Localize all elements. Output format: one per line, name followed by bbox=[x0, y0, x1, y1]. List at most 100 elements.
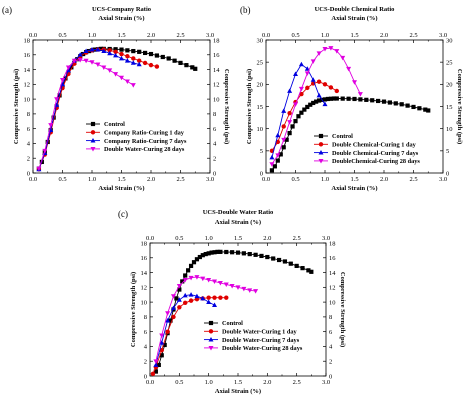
legend-marker bbox=[208, 329, 214, 334]
x-tick-label: 0.5 bbox=[58, 176, 66, 183]
data-point bbox=[314, 99, 319, 104]
legend-marker bbox=[318, 133, 324, 139]
data-point bbox=[206, 299, 212, 305]
data-point bbox=[206, 295, 211, 300]
data-point bbox=[194, 257, 200, 262]
data-point bbox=[166, 56, 171, 61]
data-point bbox=[75, 57, 80, 62]
x-tick-label-top: 3.0 bbox=[206, 32, 214, 39]
data-point bbox=[253, 252, 258, 257]
y-tick-label-right: 0 bbox=[213, 170, 216, 177]
y-tick-label-right: 14 bbox=[213, 67, 220, 74]
plot-frame bbox=[149, 242, 327, 377]
y-tick-label-right: 18 bbox=[329, 240, 336, 247]
data-point bbox=[298, 86, 304, 92]
data-point bbox=[305, 104, 310, 110]
data-point bbox=[176, 297, 182, 302]
series-line bbox=[271, 47, 361, 165]
data-point bbox=[215, 249, 220, 254]
x-tick-label: 2.0 bbox=[147, 176, 155, 183]
series-1 bbox=[153, 249, 314, 374]
y-tick-label-right: 6 bbox=[213, 126, 217, 133]
data-point bbox=[191, 260, 197, 265]
data-point bbox=[334, 96, 339, 101]
data-point bbox=[174, 296, 179, 301]
data-point bbox=[224, 295, 229, 300]
x-tick-label: 3.0 bbox=[439, 176, 447, 183]
data-point bbox=[281, 145, 286, 150]
legend-marker bbox=[208, 320, 214, 326]
data-point bbox=[142, 60, 148, 66]
y-tick-label-right: 6 bbox=[329, 329, 333, 336]
data-point bbox=[352, 96, 357, 102]
data-point bbox=[218, 249, 223, 254]
data-point bbox=[281, 124, 286, 129]
data-point bbox=[224, 249, 229, 255]
data-point bbox=[180, 279, 185, 284]
data-point bbox=[69, 65, 74, 70]
data-point bbox=[212, 250, 217, 255]
data-point bbox=[95, 47, 101, 52]
data-point bbox=[302, 107, 307, 112]
legend-label: Double Water-Curing 28 days bbox=[104, 146, 185, 153]
plot-area bbox=[150, 249, 314, 376]
y-tick-label: 14 bbox=[141, 270, 148, 277]
y-tick-label: 30 bbox=[257, 37, 264, 44]
data-point bbox=[125, 48, 130, 53]
legend-label: Control bbox=[222, 320, 243, 327]
data-point bbox=[168, 318, 173, 323]
data-point bbox=[269, 154, 275, 160]
data-point bbox=[293, 119, 298, 124]
legend-marker bbox=[90, 130, 96, 135]
data-point bbox=[177, 305, 182, 310]
data-point bbox=[282, 259, 288, 264]
y-tick-label-right: 2 bbox=[329, 359, 332, 366]
y-tick-label: 18 bbox=[24, 37, 31, 44]
series-line bbox=[271, 81, 338, 152]
data-point bbox=[426, 108, 431, 113]
data-point bbox=[165, 317, 171, 323]
data-point bbox=[130, 83, 136, 88]
y-tick-label: 16 bbox=[141, 255, 148, 262]
data-point bbox=[299, 91, 304, 97]
data-point bbox=[311, 100, 316, 106]
data-point bbox=[271, 256, 276, 261]
data-point bbox=[209, 250, 214, 255]
data-point bbox=[153, 369, 158, 374]
data-point bbox=[107, 68, 113, 73]
panel-label: (b) bbox=[240, 5, 251, 15]
series-line bbox=[155, 294, 215, 366]
data-point bbox=[48, 123, 54, 128]
data-point bbox=[381, 99, 387, 104]
x-tick-label-top: 2.5 bbox=[409, 32, 417, 39]
data-point bbox=[316, 79, 322, 84]
data-point bbox=[36, 166, 42, 172]
y-tick-label-right: 8 bbox=[213, 111, 216, 118]
data-point bbox=[101, 65, 107, 70]
x-tick-label: 2.5 bbox=[409, 176, 417, 183]
data-point bbox=[206, 278, 212, 283]
data-point bbox=[107, 50, 113, 56]
data-point bbox=[113, 52, 119, 58]
data-point bbox=[119, 51, 124, 57]
x-tick-label-top: 0.5 bbox=[58, 32, 66, 39]
top-axis-label: Axial Strain (%) bbox=[98, 15, 144, 22]
data-point bbox=[113, 47, 118, 52]
series-4 bbox=[269, 46, 363, 167]
y-axis-label: Compressive Strength (psi) bbox=[246, 69, 253, 144]
data-point bbox=[293, 71, 298, 77]
legend: Control Company Ratio-Curing 1 dayCompany… bbox=[86, 121, 187, 153]
y-tick-label-right: 10 bbox=[446, 126, 453, 133]
data-point bbox=[95, 62, 101, 67]
x-tick-label: 0.0 bbox=[29, 176, 37, 183]
y-tick-label: 12 bbox=[141, 285, 148, 292]
legend-marker bbox=[318, 150, 324, 155]
data-point bbox=[393, 101, 398, 106]
legend-marker bbox=[90, 121, 96, 127]
data-point bbox=[212, 302, 218, 307]
y-tick-label-right: 30 bbox=[446, 37, 453, 44]
legend-label: Company Ratio-Curing 1 day bbox=[104, 130, 185, 137]
data-point bbox=[322, 101, 328, 107]
y-tick-label: 15 bbox=[257, 104, 264, 111]
